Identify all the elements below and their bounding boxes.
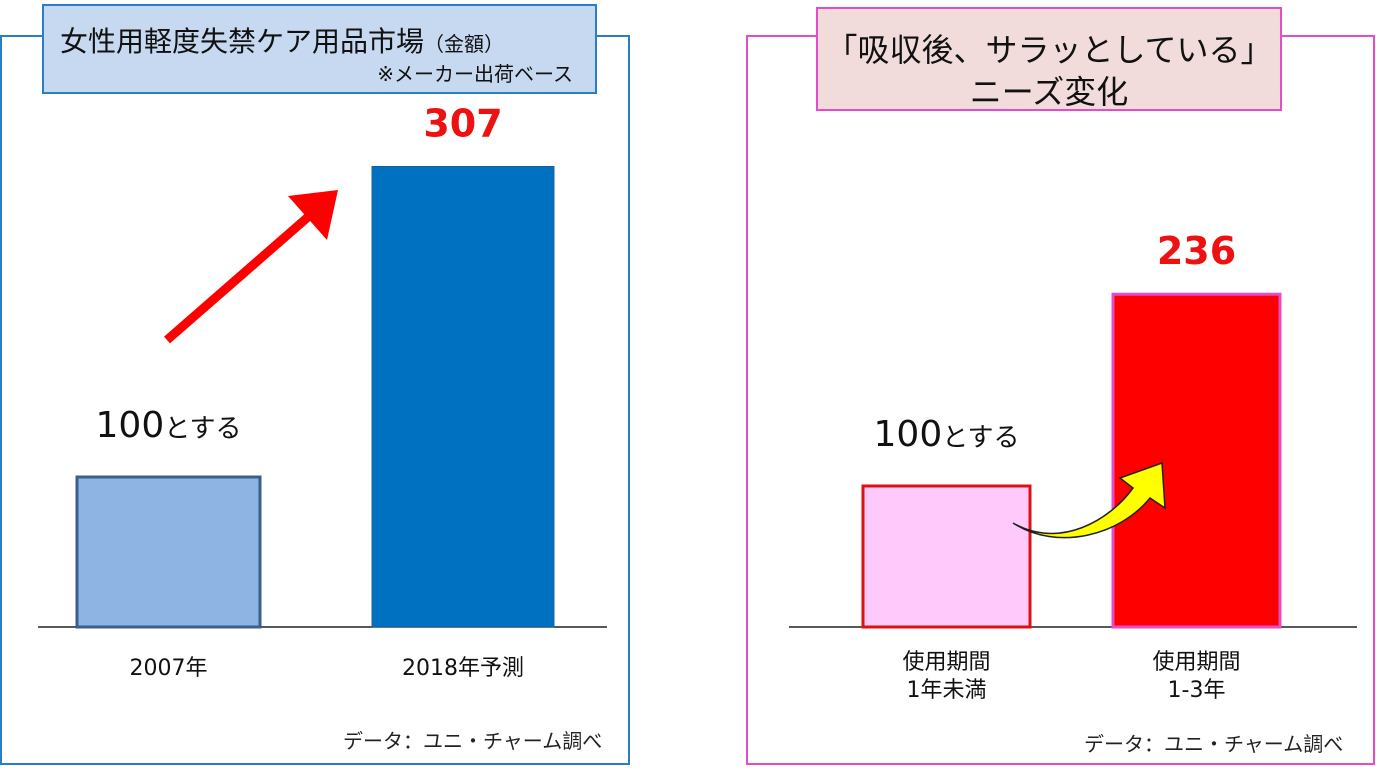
- category-label-1-0-line1: 1年未満: [907, 678, 987, 703]
- bar-1-0: [861, 484, 1032, 629]
- category-label-0-0: 2007年: [130, 656, 208, 681]
- data-label-1-0: 100とする: [874, 414, 1020, 455]
- right-chart-title-box: 「吸収後、サラッとしている」 ニーズ変化: [816, 7, 1282, 111]
- bar-0-1: [371, 166, 555, 628]
- left-chart-source: データ：ユニ・チャーム調べ: [343, 729, 603, 753]
- change-arrow: [1012, 461, 1166, 539]
- right-chart-source: データ：ユニ・チャーム調べ: [1084, 732, 1344, 756]
- category-label-1-0-line0: 使用期間: [902, 650, 990, 675]
- category-label-1-1-line1: 1-3年: [1168, 678, 1226, 703]
- category-label-0-1: 2018年予測: [402, 656, 524, 681]
- left-chart-title: 女性用軽度失禁ケア用品市場（金額）: [60, 25, 505, 58]
- right-chart-title-line2: ニーズ変化: [969, 73, 1129, 111]
- left-chart-subtitle: ※メーカー出荷ベース: [377, 62, 573, 86]
- left-chart-title-unit: （金額）: [424, 32, 505, 56]
- category-label-1-1-line0: 使用期間: [1152, 650, 1240, 675]
- left-chart-title-box: 女性用軽度失禁ケア用品市場（金額） ※メーカー出荷ベース: [42, 4, 597, 94]
- data-label-0-1: 307: [423, 102, 502, 146]
- growth-arrow-shaft: [164, 213, 311, 344]
- growth-arrow-head: [288, 190, 338, 240]
- right-chart-title-line1: 「吸収後、サラッとしている」: [825, 31, 1273, 69]
- bar-0-0: [75, 475, 262, 629]
- data-label-0-0: 100とする: [96, 405, 242, 446]
- bar-1-1: [1111, 292, 1282, 629]
- data-label-1-1: 236: [1157, 229, 1236, 273]
